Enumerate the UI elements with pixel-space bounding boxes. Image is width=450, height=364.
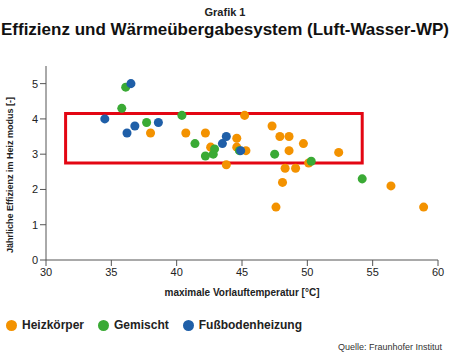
html-text:Fußbodenheizung: Fußbodenheizung bbox=[198, 318, 302, 332]
svg-text:60: 60 bbox=[432, 266, 442, 278]
svg-text:1: 1 bbox=[32, 219, 38, 231]
svg-text:45: 45 bbox=[236, 266, 248, 278]
svg-text:Jährliche Effizienz im Heiz mo: Jährliche Effizienz im Heiz modus [-] bbox=[8, 97, 15, 253]
svg-text:30: 30 bbox=[40, 266, 52, 278]
svg-text:35: 35 bbox=[105, 266, 117, 278]
html-text:Effizienz und Wärmeübergabesys: Effizienz und Wärmeübergabesystem (Luft-… bbox=[1, 20, 449, 39]
svg-text:5: 5 bbox=[32, 78, 38, 90]
svg-text:40: 40 bbox=[171, 266, 183, 278]
svg-text:maximale Vorlauftemperatur [°C: maximale Vorlauftemperatur [°C] bbox=[165, 287, 320, 298]
svg-text:55: 55 bbox=[367, 266, 379, 278]
svg-text:0: 0 bbox=[32, 254, 38, 266]
html-text:Quelle: Fraunhofer Institut: Quelle: Fraunhofer Institut bbox=[337, 342, 442, 352]
html-text:Heizkörper: Heizkörper bbox=[22, 318, 84, 332]
html-text:Grafik 1: Grafik 1 bbox=[204, 6, 246, 18]
svg-text:2: 2 bbox=[32, 183, 38, 195]
html-text:Gemischt: Gemischt bbox=[114, 318, 169, 332]
svg-text:4: 4 bbox=[32, 113, 38, 125]
svg-text:50: 50 bbox=[301, 266, 313, 278]
svg-text:3: 3 bbox=[32, 148, 38, 160]
